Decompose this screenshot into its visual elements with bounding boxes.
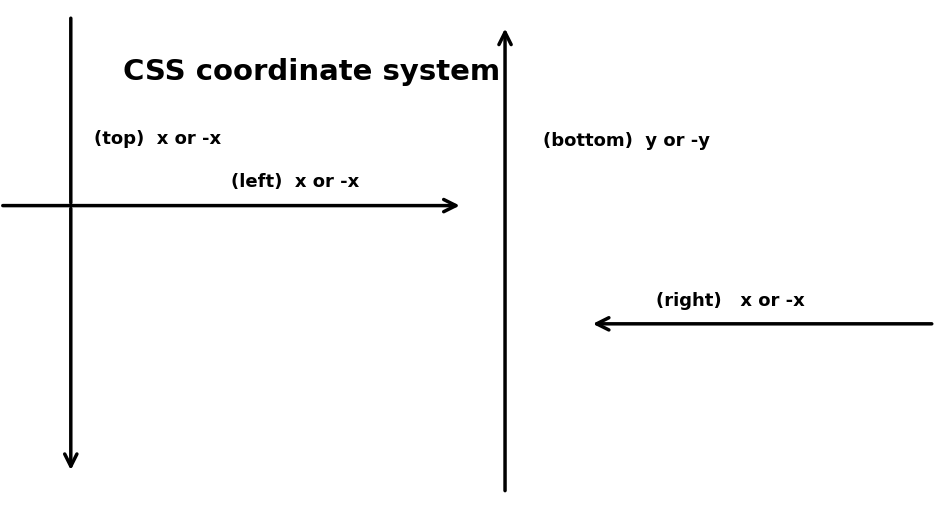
Text: (top)  x or -x: (top) x or -x: [94, 130, 222, 148]
Text: (left)  x or -x: (left) x or -x: [231, 173, 360, 192]
Text: (bottom)  y or -y: (bottom) y or -y: [543, 132, 710, 151]
Text: (right)   x or -x: (right) x or -x: [656, 291, 805, 310]
Text: CSS coordinate system: CSS coordinate system: [123, 58, 499, 86]
